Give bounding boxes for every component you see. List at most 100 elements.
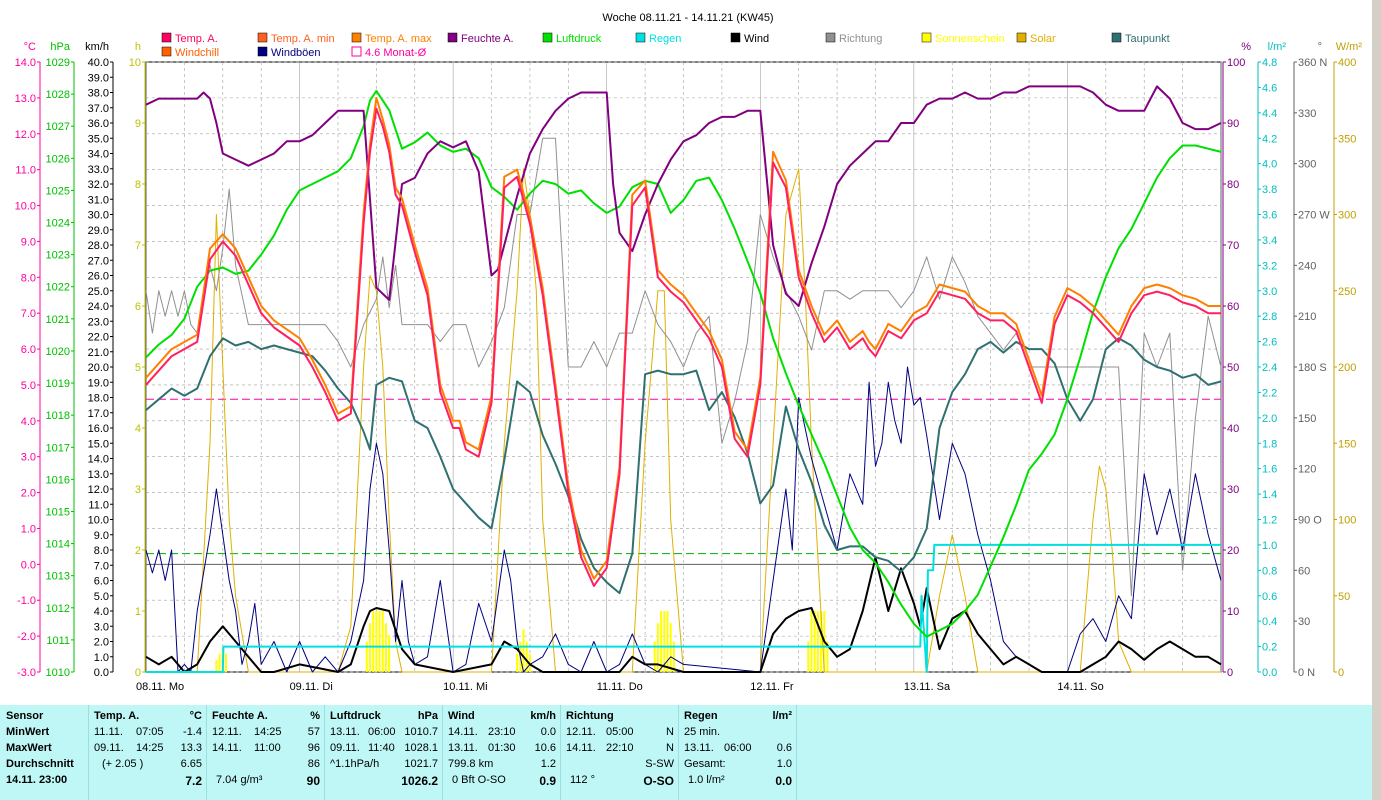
axis-unit-label: % — [1241, 41, 1251, 53]
axis-tick-label: 50 — [1227, 362, 1239, 374]
series-line-taupunkt — [145, 337, 1222, 595]
legend-label: Temp. A. min — [271, 33, 335, 45]
stats-pressure-min-time: 06:00 — [368, 726, 396, 738]
axis-tick-label: 1012 — [46, 603, 70, 615]
axis-tick-label: 32.0 — [88, 179, 109, 191]
axis-tick-label: 12.0 — [15, 129, 36, 141]
axis-tick-label: 9.0 — [21, 236, 36, 248]
axis-tick-label: 0.0 — [21, 559, 36, 571]
legend-label: Luftdruck — [556, 33, 602, 45]
sunshine-bar — [224, 653, 227, 672]
stats-wind-header: Wind — [448, 710, 475, 722]
axis-tick-label: 1020 — [46, 346, 70, 358]
axis-tick-label: 3.0 — [1262, 286, 1277, 298]
stats-rain-header: Regen — [684, 710, 718, 722]
legend-label: Sonnenschein — [935, 33, 1005, 45]
stats-sensor-header: Sensor — [6, 710, 44, 722]
legend-layer: Temp. A. Temp. A. min Temp. A. max Feuchte … — [161, 32, 1170, 59]
axis-tick-label: 0.0 — [1262, 667, 1277, 679]
stats-temp-min-time: 07:05 — [136, 726, 164, 738]
legend-marker — [1111, 32, 1122, 43]
x-tick-label: 14.11. So — [1057, 681, 1103, 693]
axis-unit-label: h — [135, 41, 141, 53]
axis-tick-label: 4.0 — [1262, 159, 1277, 171]
stats-direction-max-date: 14.11. — [566, 742, 596, 754]
axis-tick-label: 35.0 — [88, 133, 109, 145]
axis-tick-label: 4.6 — [1262, 82, 1277, 94]
stats-rain-today: 1.0 l/m² — [688, 774, 725, 786]
sunshine-bar — [810, 611, 813, 672]
legend-label: Feuchte A. — [461, 33, 514, 45]
stats-pressure-trend: ^1.1hPa/h — [330, 758, 380, 770]
sunshine-bar — [660, 611, 663, 672]
stats-temp-max-date: 09.11. — [94, 742, 124, 754]
stats-direction-degrees: 112 ° — [570, 774, 595, 786]
axis-tick-label: 29.0 — [88, 225, 109, 237]
axis-tick-label: 2.4 — [1262, 362, 1277, 374]
axis-tick-label: -1.0 — [17, 595, 36, 607]
stats-temp-current-value: 7.2 — [185, 774, 202, 788]
stats-rain-unit: l/m² — [772, 710, 792, 722]
axis-tick-label: 3.4 — [1262, 235, 1277, 247]
axis-tick-label: 1013 — [46, 571, 70, 583]
sunshine-bar — [365, 641, 368, 672]
stats-wind-min-time: 23:10 — [488, 726, 516, 738]
axis-unit-label: °C — [24, 41, 36, 53]
stats-current-time: 14.11. 23:00 — [6, 774, 68, 786]
sunshine-bar — [826, 641, 829, 672]
axis-tick-label: 0 — [135, 667, 141, 679]
axis-tick-label: 1.4 — [1262, 489, 1277, 501]
stats-humidity-min-date: 12.11. — [212, 726, 242, 738]
axis-tick-label: 1015 — [46, 506, 70, 518]
stats-temp-trend: (+ 2.05 ) — [102, 758, 144, 770]
axis-tick-label: 200 — [1338, 362, 1356, 374]
legend-label: Regen — [649, 33, 681, 45]
axis-unit-label: W/m² — [1336, 41, 1363, 53]
axis-tick-label: 50 — [1338, 591, 1350, 603]
axis-tick-label: 26.0 — [88, 271, 109, 283]
axis-tick-label: 23.0 — [88, 316, 109, 328]
stats-humidity-min-value: 57 — [307, 726, 320, 738]
series-layer — [145, 85, 1222, 673]
stats-wind-max-value: 10.6 — [534, 742, 556, 754]
axis-tick-label: 240 — [1298, 260, 1316, 272]
axis-tick-label: 0 — [1338, 667, 1344, 679]
axis-tick-label: 3.0 — [94, 621, 109, 633]
sunshine-bar — [820, 611, 823, 672]
x-tick-label: 08.11. Mo — [136, 681, 184, 693]
stats-col-wind: Wind km/h 14.11. 23:10 0.0 13.11. 01:30 10.6 … — [442, 705, 561, 800]
axis-tick-label: 0.4 — [1262, 616, 1277, 628]
axis-tick-label: 28.0 — [88, 240, 109, 252]
legend-marker — [161, 32, 172, 43]
stats-humidity-avg-value: 86 — [307, 758, 320, 770]
chart-title: Woche 08.11.21 - 14.11.21 (KW45) — [602, 12, 773, 24]
axis-tick-label: 100 — [1338, 515, 1356, 527]
stats-wind-distance: 799.8 km — [448, 758, 494, 770]
axis-tick-label: 1.0 — [21, 523, 36, 535]
axis-tick-label: 3.6 — [1262, 210, 1277, 222]
axis-tick-label: 1025 — [46, 185, 70, 197]
sunshine-bar — [663, 611, 666, 672]
x-tick-label: 09.11. Di — [290, 681, 333, 693]
x-tick-label: 10.11. Mi — [443, 681, 487, 693]
stats-rain-max-time: 06:00 — [724, 742, 752, 754]
axis-tick-label: 34.0 — [88, 149, 109, 161]
stats-rain-total-label: Gesamt: — [684, 758, 726, 770]
axis-tick-label: 1011 — [46, 635, 70, 647]
axis-tick-label: 21.0 — [88, 347, 109, 359]
axis-tick-label: 1016 — [46, 474, 70, 486]
stats-humidity-unit: % — [310, 710, 320, 722]
stats-pressure-current-value: 1026.2 — [401, 774, 438, 788]
stats-pressure-max-value: 1028.1 — [404, 742, 438, 754]
axis-tick-label: 16.0 — [88, 423, 109, 435]
axis-tick-label: 0 — [1227, 667, 1233, 679]
axis-tick-label: 400 — [1338, 57, 1356, 69]
axis-tick-label: 330 — [1298, 108, 1316, 120]
sunshine-bar — [388, 635, 391, 672]
axis-tick-label: 150 — [1338, 438, 1356, 450]
axis-tick-label: 120 — [1298, 464, 1316, 476]
legend-label: Taupunkt — [1125, 33, 1170, 45]
stats-pressure-unit: hPa — [417, 710, 438, 722]
series-line-temp-a- — [145, 107, 1221, 587]
axis-tick-label: 0.0 — [94, 667, 109, 679]
